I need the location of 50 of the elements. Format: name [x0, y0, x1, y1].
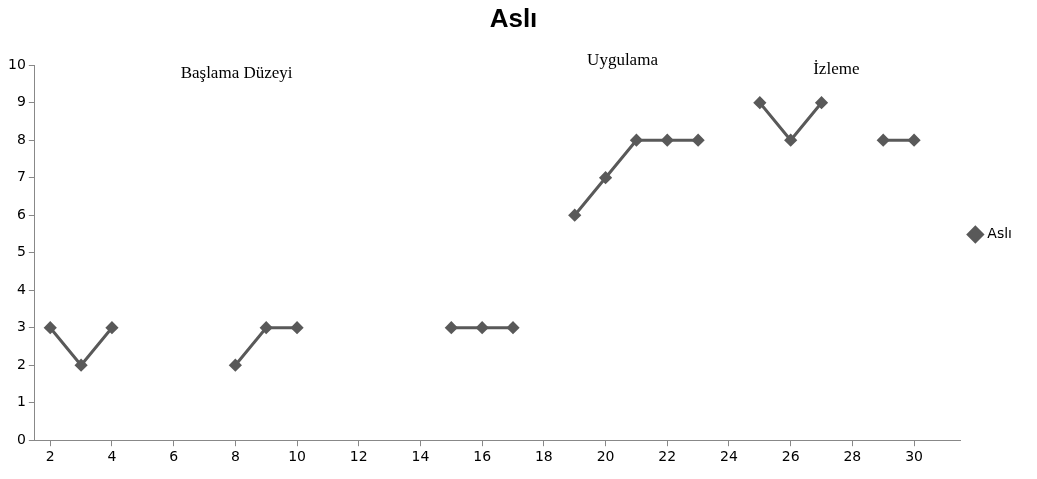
- y-tick-label: 9: [16, 93, 26, 110]
- point: [753, 96, 766, 109]
- point: [476, 321, 489, 334]
- annotation: İzleme: [813, 58, 860, 78]
- y-tick-label: 4: [16, 280, 26, 297]
- point: [260, 321, 273, 334]
- point: [784, 134, 797, 147]
- point: [105, 321, 118, 334]
- point: [75, 359, 88, 372]
- y-tick-label: 7: [16, 168, 26, 185]
- x-tick-label: 16: [473, 448, 492, 465]
- point: [44, 321, 57, 334]
- x-tick-label: 6: [169, 448, 179, 465]
- point: [661, 134, 674, 147]
- y-tick-label: 10: [7, 55, 26, 72]
- x-tick-label: 30: [905, 448, 923, 465]
- point: [599, 171, 612, 184]
- x-tick-label: 24: [720, 448, 738, 465]
- y-tick-label: 6: [16, 205, 26, 222]
- point: [568, 209, 581, 222]
- annotation: Uygulama: [587, 49, 659, 69]
- y-tick-label: 3: [16, 318, 26, 335]
- legend-label: Aslı: [987, 225, 1013, 242]
- y-tick-label: 2: [16, 355, 26, 372]
- x-tick-label: 28: [843, 448, 862, 465]
- y-tick-label: 1: [16, 393, 26, 410]
- point: [815, 96, 828, 109]
- x-tick-label: 18: [534, 448, 553, 465]
- point: [908, 134, 921, 147]
- y-tick-label: 8: [16, 130, 26, 147]
- point: [291, 321, 304, 334]
- x-tick-label: 4: [107, 448, 117, 465]
- x-tick-label: 14: [411, 448, 430, 465]
- point: [229, 359, 242, 372]
- point: [507, 321, 520, 334]
- point: [692, 134, 705, 147]
- point: [630, 134, 643, 147]
- point: [877, 134, 890, 147]
- annotation: Başlama Düzeyi: [180, 62, 293, 82]
- x-tick-label: 8: [230, 448, 240, 465]
- chart-title: Aslı: [489, 2, 538, 33]
- point: [445, 321, 458, 334]
- x-tick-label: 20: [596, 448, 615, 465]
- x-tick-label: 12: [349, 448, 368, 465]
- x-tick-label: 10: [288, 448, 306, 465]
- x-tick-label: 26: [781, 448, 800, 465]
- x-tick-label: 22: [658, 448, 677, 465]
- y-tick-label: 5: [16, 243, 26, 260]
- y-tick-label: 0: [16, 430, 26, 447]
- x-tick-label: 2: [45, 448, 55, 465]
